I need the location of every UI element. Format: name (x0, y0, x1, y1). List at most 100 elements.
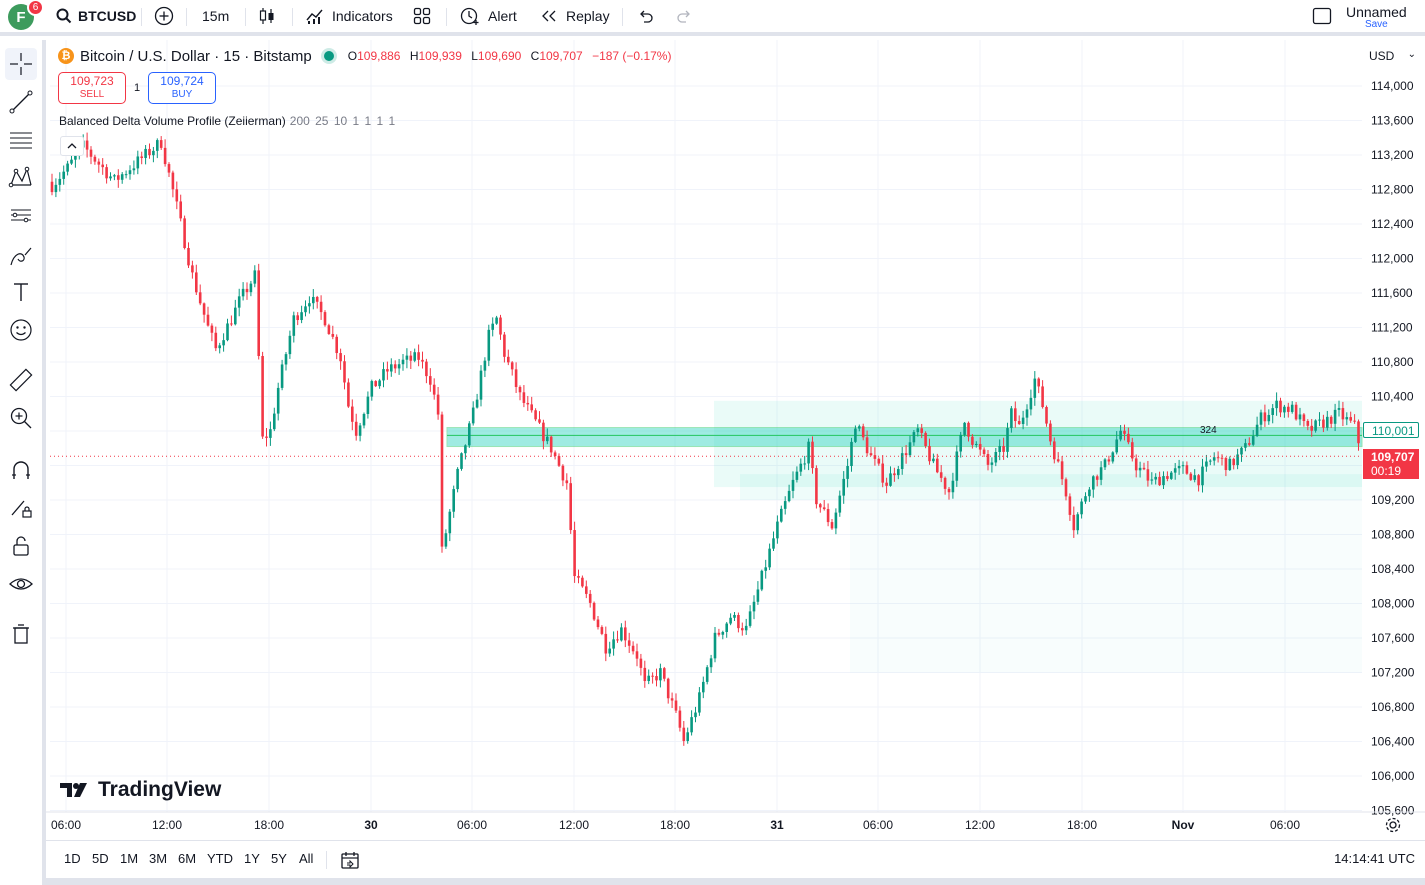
magnet-tool[interactable] (5, 454, 37, 486)
candle (811, 436, 814, 474)
trend-line-tool[interactable] (5, 86, 37, 118)
alert-button[interactable]: Alert (459, 0, 517, 32)
zoom-in-icon (10, 407, 32, 429)
pattern-tool[interactable] (5, 162, 37, 194)
candle (335, 334, 338, 360)
compare-symbol-button[interactable] (154, 0, 174, 32)
symbol-search-button[interactable]: BTCUSD (56, 0, 136, 32)
candle (198, 284, 202, 306)
range-3m[interactable]: 3M (149, 851, 168, 866)
range-all[interactable]: All (299, 851, 314, 866)
y-tick-label: 110,800 (1371, 355, 1414, 369)
candle (210, 323, 214, 342)
range-5y[interactable]: 5Y (271, 851, 287, 866)
remove-drawings-tool[interactable] (5, 618, 37, 650)
emoji-tool[interactable] (5, 314, 37, 346)
candle (1259, 409, 1263, 431)
candle (655, 668, 658, 687)
forecast-tool[interactable] (5, 200, 37, 232)
trend-line-icon (9, 90, 33, 114)
candle (1244, 438, 1247, 452)
clock[interactable]: 14:14:41 UTC (1334, 851, 1415, 866)
candle (686, 727, 689, 744)
candle (304, 300, 307, 317)
candle (436, 387, 440, 420)
tradingview-logo[interactable]: TradingView (60, 778, 221, 802)
candle (1185, 461, 1189, 475)
candle (1158, 471, 1161, 487)
brush-tool[interactable] (5, 240, 37, 272)
layouts-button[interactable] (413, 0, 431, 32)
lock-drawings-tool[interactable] (5, 530, 37, 562)
bitcoin-icon: ₿ (58, 48, 74, 64)
gear-icon[interactable] (1384, 816, 1402, 834)
candle (269, 421, 272, 446)
candle (1275, 392, 1278, 416)
candle (842, 471, 845, 504)
candle (518, 385, 522, 401)
range-1m[interactable]: 1M (120, 851, 139, 866)
candle (787, 484, 791, 503)
zoom-tool[interactable] (5, 402, 37, 434)
ruler-tool[interactable] (5, 364, 37, 396)
hide-drawings-tool[interactable] (5, 568, 37, 600)
symbol-legend[interactable]: ₿ Bitcoin / U.S. Dollar · 15 · Bitstamp … (58, 45, 677, 67)
candle (1228, 456, 1232, 471)
candle (1298, 407, 1302, 426)
candle (861, 423, 865, 441)
layout-title: Unnamed (1346, 4, 1407, 20)
candle (756, 581, 760, 605)
text-icon (14, 283, 28, 301)
x-tick-label: 18:00 (254, 818, 284, 832)
currency-selector[interactable]: USD ⌄ (1364, 45, 1420, 67)
candle (1060, 456, 1064, 486)
range-ytd[interactable]: YTD (207, 851, 233, 866)
currency-label: USD (1369, 49, 1395, 63)
close-value: 109,707 (539, 49, 583, 63)
layout-name[interactable]: Unnamed Save (1346, 4, 1407, 30)
indicator-name: Balanced Delta Volume Profile (Zeiierman… (59, 114, 286, 128)
stay-drawing-tool[interactable] (5, 492, 37, 524)
range-1y[interactable]: 1Y (244, 851, 260, 866)
candle (975, 441, 978, 448)
y-tick-label: 112,400 (1371, 217, 1414, 231)
replay-button[interactable]: Replay (540, 0, 610, 32)
crosshair-tool[interactable] (5, 48, 37, 80)
layout-menu-button[interactable] (1312, 0, 1332, 32)
profile-fade (850, 500, 1362, 673)
order-quantity[interactable]: 1 (133, 82, 141, 94)
chart-type-button[interactable] (258, 0, 276, 32)
interval-button[interactable]: 15m (202, 8, 230, 24)
range-5d[interactable]: 5D (92, 851, 109, 866)
bottom-panel-strip (46, 878, 1425, 885)
candle (1088, 486, 1091, 502)
x-tick-label: 31 (770, 818, 784, 832)
price-axis[interactable] (1363, 40, 1425, 840)
candle (1162, 471, 1165, 490)
candle (183, 215, 186, 250)
candle (1310, 418, 1313, 437)
candle (1337, 400, 1341, 417)
range-6m[interactable]: 6M (178, 851, 197, 866)
candle (620, 623, 623, 642)
candle (468, 421, 471, 448)
indicators-button[interactable]: Indicators (305, 0, 393, 32)
candle (920, 423, 923, 439)
range-1d[interactable]: 1D (64, 851, 81, 866)
y-tick-label: 111,600 (1371, 286, 1413, 300)
undo-button[interactable] (637, 0, 655, 32)
collapse-legend-button[interactable] (60, 136, 84, 156)
redo-button[interactable] (675, 0, 693, 32)
candle (869, 446, 873, 457)
sell-button[interactable]: 109,723 SELL (58, 72, 126, 104)
buy-button[interactable]: 109,724 BUY (148, 72, 216, 104)
buy-label: BUY (171, 89, 193, 100)
fib-tool[interactable] (5, 124, 37, 156)
emoji-icon (10, 319, 32, 341)
indicator-legend[interactable]: Balanced Delta Volume Profile (Zeiierman… (59, 114, 395, 128)
text-tool[interactable] (5, 276, 37, 308)
save-button[interactable]: Save (1364, 19, 1388, 30)
candle (195, 264, 198, 295)
goto-date-icon[interactable] (340, 850, 360, 870)
